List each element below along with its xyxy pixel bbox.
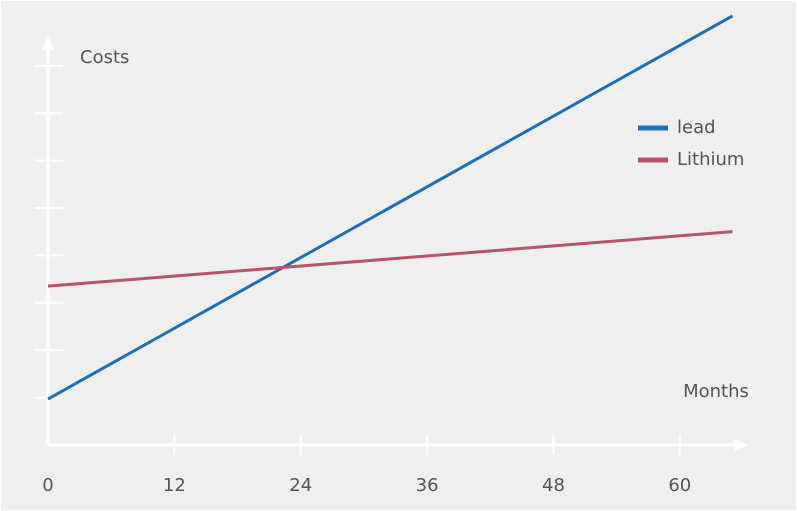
- x-tick-label: 48: [542, 475, 565, 496]
- legend-label: Lithium: [677, 149, 744, 170]
- line: [47, 14, 734, 401]
- y-axis-label: Costs: [80, 47, 129, 68]
- x-tick-label: 60: [668, 475, 691, 496]
- y-axis-arrow: [42, 36, 54, 50]
- x-tick-label: 0: [42, 475, 53, 496]
- x-tick-label: 24: [289, 475, 312, 496]
- x-tick-label: 36: [416, 475, 439, 496]
- line: [47, 230, 733, 288]
- x-tick-label: 12: [163, 475, 186, 496]
- x-axis-label: Months: [683, 381, 749, 402]
- x-axis-arrow: [734, 439, 748, 451]
- legend-label: lead: [677, 117, 716, 138]
